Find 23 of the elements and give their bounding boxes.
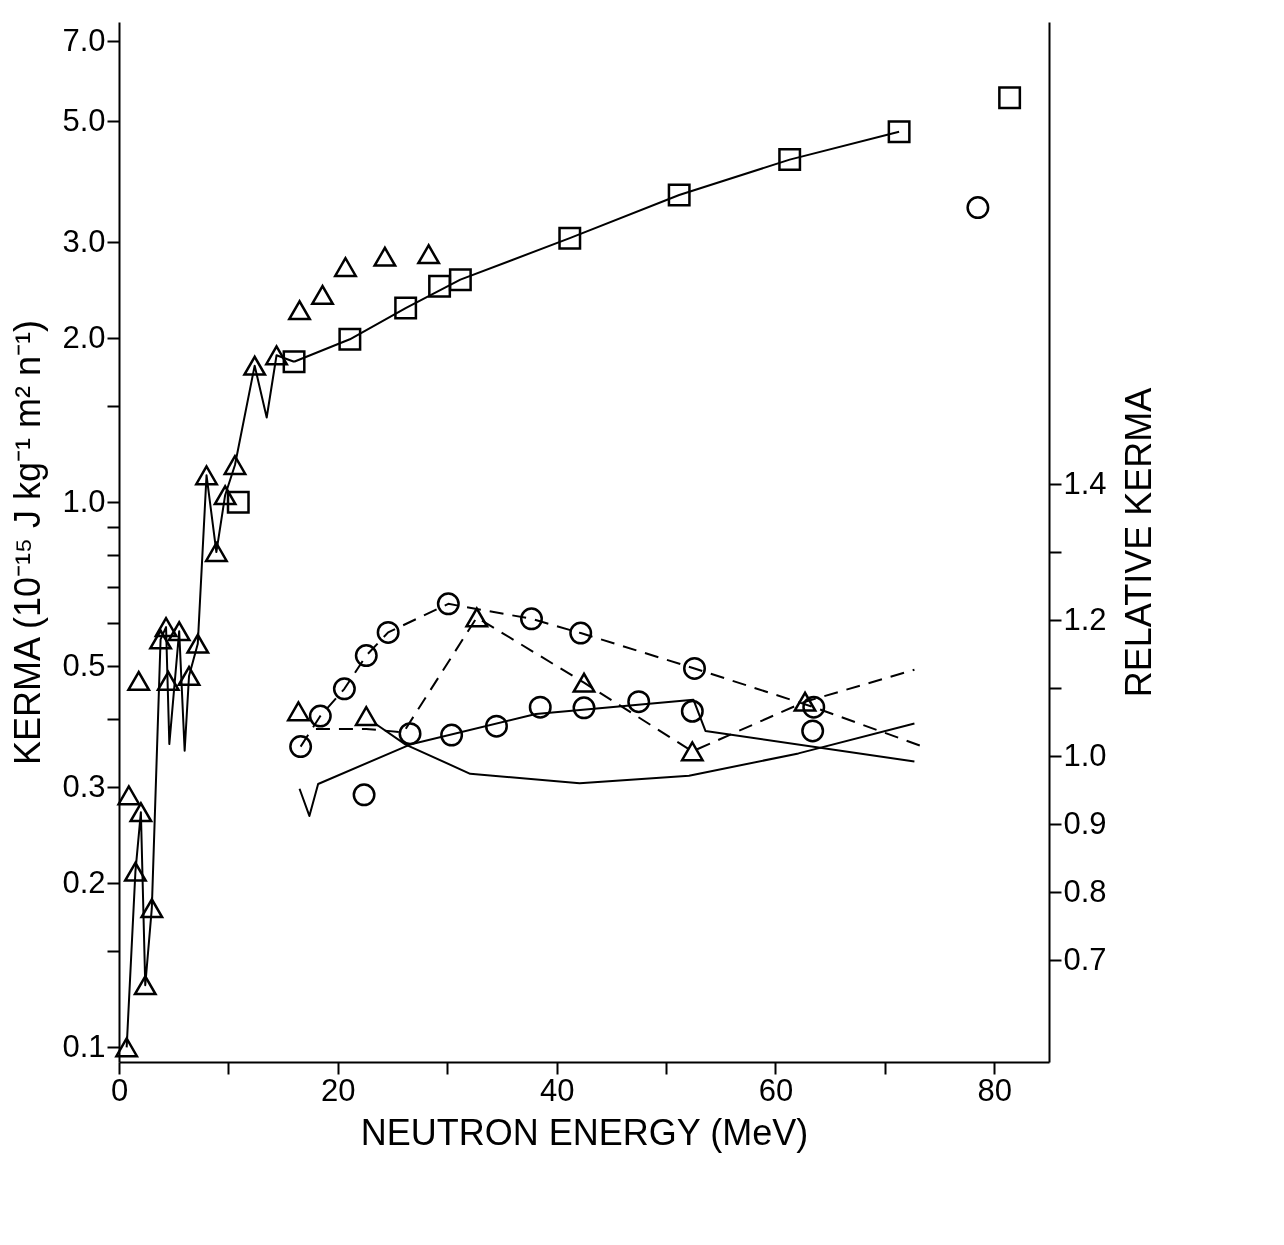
y-axis-title: KERMA (10⁻¹⁵ J kg⁻¹ m² n⁻¹) (7, 320, 49, 765)
y-tick-label: 0.1 (62, 1028, 106, 1064)
y-tick-label: 1.0 (62, 483, 106, 519)
y-tick-label: 2.0 (62, 319, 106, 355)
x-tick-label: 60 (758, 1072, 794, 1108)
y2-tick-label: 1.2 (1063, 601, 1107, 637)
x-axis-title: NEUTRON ENERGY (MeV) (360, 1111, 809, 1153)
y2-tick-label: 0.8 (1063, 873, 1107, 909)
x-tick-label: 40 (539, 1072, 575, 1108)
y-tick-label: 0.3 (62, 768, 106, 804)
y2-tick-label: 1.4 (1063, 465, 1107, 501)
y-tick-label: 7.0 (62, 22, 106, 58)
x-tick-label: 80 (977, 1072, 1013, 1108)
x-tick-label: 0 (110, 1072, 129, 1108)
y2-axis-title: RELATIVE KERMA (1117, 387, 1159, 698)
y-tick-label: 3.0 (62, 223, 106, 259)
y2-tick-label: 1.0 (1063, 737, 1107, 773)
y-tick-label: 0.5 (62, 647, 106, 683)
x-tick-label: 20 (321, 1072, 356, 1108)
y2-tick-label: 0.9 (1063, 805, 1107, 841)
y-tick-label: 0.2 (62, 864, 106, 900)
y-tick-label: 5.0 (62, 102, 106, 138)
y2-tick-label: 0.7 (1063, 941, 1107, 977)
